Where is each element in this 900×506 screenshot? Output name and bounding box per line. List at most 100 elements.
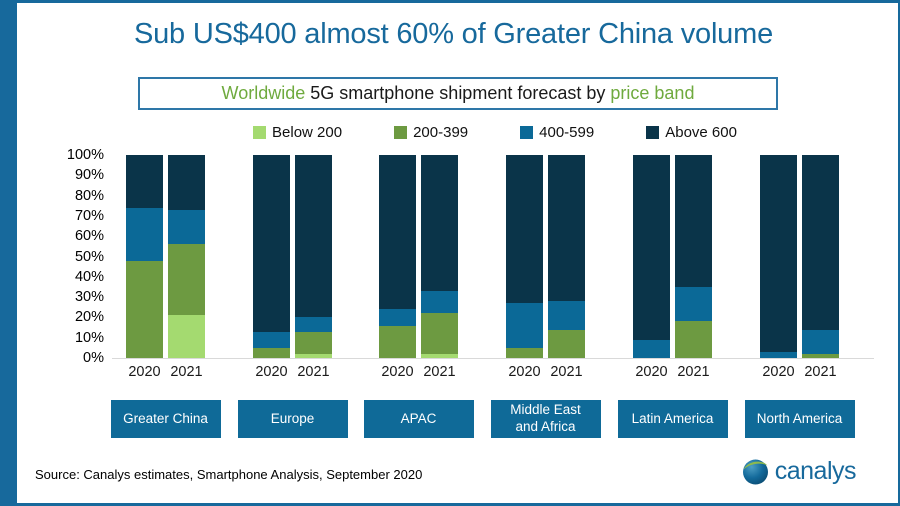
bar-segment (126, 207, 163, 261)
x-axis-year-label: 2021 (423, 364, 456, 380)
stacked-bar (760, 155, 797, 358)
bar-segment (295, 155, 332, 318)
bar-segment (675, 286, 712, 322)
bar-segment (760, 351, 797, 358)
subtitle-price-band: price band (610, 83, 695, 103)
region-label-line: Latin America (631, 410, 714, 426)
y-axis-tick: 40% (74, 268, 104, 285)
bar-segment (802, 155, 839, 330)
bar-segment (253, 347, 290, 358)
y-axis-tick: 60% (74, 228, 104, 245)
x-axis-year-label: 2021 (550, 364, 583, 380)
region-group: 2020 2021 APAC (363, 155, 474, 438)
stacked-bar (675, 155, 712, 358)
frame-left-bar (0, 0, 17, 506)
bar-segment (168, 155, 205, 210)
stacked-bar (802, 155, 839, 358)
bar-segment (126, 260, 163, 358)
region-label-line: and Africa (515, 419, 576, 434)
bar-segment (295, 317, 332, 332)
y-axis-tick: 80% (74, 187, 104, 204)
legend-label: 200-399 (413, 123, 469, 141)
region-label-box: North America (744, 400, 855, 438)
region-group: 2020 2021 Europe (237, 155, 348, 438)
bar-segment (168, 244, 205, 316)
bar-segment (126, 155, 163, 208)
x-axis-year-label: 2020 (381, 364, 414, 380)
region-label-line: Europe (270, 410, 315, 426)
y-axis-tick: 30% (74, 289, 104, 306)
y-axis-tick: 70% (74, 207, 104, 224)
chart-subtitle-box: Worldwide 5G smartphone shipment forecas… (138, 77, 778, 110)
plot-area: 2020 2021 Greater China 2020 2021 Europe 2020 2… (110, 155, 874, 438)
region-label-box: Middle East and Africa (490, 400, 601, 438)
y-axis-tick: 0% (83, 350, 104, 366)
bar-segment (802, 329, 839, 354)
subtitle-worldwide: Worldwide (221, 83, 306, 103)
y-axis-tick: 90% (74, 167, 104, 184)
region-label-box: Europe (237, 400, 348, 438)
region-label-line: APAC (400, 410, 437, 426)
canalys-logo-text: canalys (774, 457, 857, 485)
legend-swatch-icon (253, 125, 267, 139)
bar-segment (802, 353, 839, 358)
region-group: 2020 2021 Greater China (110, 155, 221, 438)
y-axis-tick: 100% (66, 147, 104, 163)
y-axis-tick: 10% (74, 329, 104, 346)
y-axis-tick: 20% (74, 309, 104, 326)
frame-right-border (898, 0, 900, 506)
x-axis-year-label: 2020 (762, 364, 795, 380)
bar-segment (760, 155, 797, 352)
stacked-bar (548, 155, 585, 358)
bar-segment (295, 353, 332, 358)
x-axis-year-label: 2021 (297, 364, 330, 380)
bar-segment (379, 155, 416, 310)
bar-segment (548, 301, 585, 330)
legend-item: 400-599 (520, 124, 594, 141)
stacked-bar (168, 155, 205, 358)
bar-segment (633, 155, 670, 340)
source-note: Source: Canalys estimates, Smartphone An… (35, 467, 423, 482)
x-axis-year-label: 2021 (677, 364, 710, 380)
stacked-bar (253, 155, 290, 358)
x-axis-year-label: 2020 (255, 364, 288, 380)
stacked-bar (126, 155, 163, 358)
legend-swatch-icon (646, 125, 660, 139)
region-label-box: APAC (363, 400, 474, 438)
region-label-line: Greater China (123, 410, 208, 426)
legend-label: Below 200 (272, 123, 343, 141)
legend-item: 200-399 (394, 124, 468, 141)
x-axis-year-label: 2020 (635, 364, 668, 380)
legend-item: Below 200 (253, 124, 342, 141)
bar-segment (379, 325, 416, 358)
bar-segment (548, 155, 585, 302)
legend-item: Above 600 (646, 124, 737, 141)
bar-segment (675, 155, 712, 287)
bar-segment (421, 313, 458, 354)
bar-segment (421, 291, 458, 314)
bar-segment (253, 155, 290, 332)
stacked-bar (295, 155, 332, 358)
region-label-line: North America (756, 410, 843, 426)
region-label-box: Greater China (110, 400, 221, 438)
legend-swatch-icon (520, 125, 534, 139)
legend-label: Above 600 (665, 123, 737, 141)
stacked-bar (421, 155, 458, 358)
canalys-logo: canalys (742, 457, 857, 486)
region-label-box: Latin America (617, 400, 728, 438)
bar-segment (506, 155, 543, 304)
bar-segment (379, 309, 416, 326)
subtitle-main: 5G smartphone shipment forecast by (310, 83, 606, 103)
x-axis-year-label: 2020 (508, 364, 541, 380)
legend-swatch-icon (394, 125, 408, 139)
stacked-bar (633, 155, 670, 358)
bar-segment (548, 329, 585, 358)
region-label-line: Middle East (510, 402, 581, 418)
slide-title: Sub US$400 almost 60% of Greater China v… (133, 18, 773, 50)
region-group: 2020 2021 Middle East and Africa (490, 155, 601, 438)
x-axis-year-label: 2020 (128, 364, 161, 380)
bar-segment (506, 347, 543, 358)
bar-segment (295, 331, 332, 354)
frame-top-border (0, 0, 900, 3)
